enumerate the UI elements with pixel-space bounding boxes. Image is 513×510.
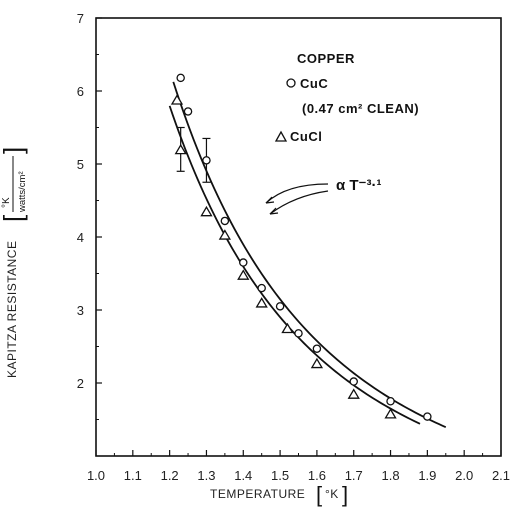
fit-annotation: α T⁻³·¹ xyxy=(265,177,381,215)
y-tick-label: 7 xyxy=(77,11,84,26)
data-point-cucl xyxy=(255,297,268,308)
legend-marker-circle xyxy=(286,78,296,88)
annotation-text: α T⁻³·¹ xyxy=(336,177,381,194)
y-unit-bracket-right: ] xyxy=(0,147,28,154)
axis-ticks xyxy=(95,17,502,456)
tick-labels: 1.0 1.1 1.2 1.3 1.4 1.5 1.6 1.7 1.8 1.9 2.0 2.1 2 3 4 5… xyxy=(77,11,510,483)
y-tick-label: 4 xyxy=(77,230,84,245)
data-point-cucl xyxy=(237,269,250,280)
data-point-cucl xyxy=(200,205,213,217)
data-point-cuc xyxy=(183,107,193,116)
x-axis-label: TEMPERATURE xyxy=(210,487,305,501)
data-point-cuc xyxy=(294,329,303,338)
data-point-cuc xyxy=(239,258,248,267)
y-axis-title: KAPITZA RESISTANCE [ °K watts/cm² ] xyxy=(0,147,28,378)
data-point-cuc xyxy=(202,156,211,165)
data-point-cuc xyxy=(349,377,358,386)
data-point-cucl xyxy=(310,357,324,369)
x-tick-label: 1.0 xyxy=(87,468,105,483)
x-tick-label: 1.5 xyxy=(271,468,289,483)
y-tick-label: 3 xyxy=(77,303,84,318)
data-point-cuc xyxy=(312,344,322,353)
y-tick-label: 6 xyxy=(77,84,84,99)
y-unit-bracket-left: [ xyxy=(0,214,28,222)
data-point-cuc xyxy=(423,412,432,421)
data-point-cucl xyxy=(281,322,294,334)
legend-marker-triangle xyxy=(274,130,288,142)
legend-label-cucl: CuCl xyxy=(290,129,322,144)
legend: COPPER CuC (0.47 cm² CLEAN) CuCl xyxy=(274,51,419,144)
x-tick-label: 1.3 xyxy=(197,468,215,483)
data-point-cucl xyxy=(347,388,360,399)
fit-curve-cuc xyxy=(172,81,447,428)
annotation-arrow-upper xyxy=(265,183,329,204)
annotation-arrowhead-lower xyxy=(269,207,279,215)
x-tick-label: 1.6 xyxy=(308,468,326,483)
y-unit-numerator: °K xyxy=(1,197,12,208)
x-unit-bracket-right: ] xyxy=(342,482,348,507)
data-point-cuc xyxy=(386,396,395,406)
data-point-cucl xyxy=(384,408,397,419)
plot-frame xyxy=(95,17,502,457)
x-tick-label: 2.1 xyxy=(492,468,510,483)
x-tick-label: 2.0 xyxy=(455,468,473,483)
data-points xyxy=(170,73,432,421)
x-tick-label: 1.8 xyxy=(382,468,400,483)
x-tick-label: 1.7 xyxy=(345,468,363,483)
data-point-cuc xyxy=(275,302,285,311)
x-tick-label: 1.2 xyxy=(161,468,179,483)
y-unit-denominator: watts/cm² xyxy=(17,171,28,213)
y-tick-label: 5 xyxy=(77,157,84,172)
legend-label-cuc: CuC xyxy=(300,76,328,91)
y-tick-label: 2 xyxy=(77,376,84,391)
fit-curve-cucl xyxy=(168,105,421,425)
data-point-cuc xyxy=(176,73,185,83)
x-tick-label: 1.9 xyxy=(418,468,436,483)
x-axis-unit: °K xyxy=(325,487,339,501)
x-axis-title: TEMPERATURE [ °K ] xyxy=(210,482,348,507)
legend-label-clean: (0.47 cm² CLEAN) xyxy=(302,101,419,116)
data-point-cuc xyxy=(257,283,266,293)
legend-title: COPPER xyxy=(297,51,355,66)
data-point-cucl xyxy=(174,143,187,155)
annotation-arrow-lower xyxy=(269,190,329,215)
x-tick-label: 1.1 xyxy=(124,468,142,483)
data-point-cuc xyxy=(220,216,230,226)
annotation-arrowhead-upper xyxy=(265,196,275,204)
y-axis-label: KAPITZA RESISTANCE xyxy=(5,241,19,378)
x-tick-label: 1.4 xyxy=(234,468,252,483)
data-point-cucl xyxy=(170,94,184,105)
x-unit-bracket-left: [ xyxy=(316,482,322,507)
data-point-cucl xyxy=(218,229,232,240)
